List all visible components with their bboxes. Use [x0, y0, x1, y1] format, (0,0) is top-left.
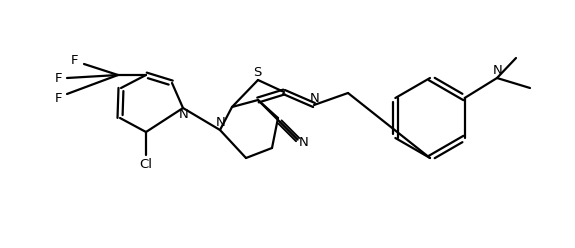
Text: N: N — [299, 136, 308, 149]
Text: F: F — [54, 92, 62, 104]
Text: N: N — [493, 64, 503, 77]
Text: F: F — [71, 54, 79, 66]
Text: N: N — [216, 117, 226, 129]
Text: S: S — [253, 66, 261, 80]
Text: F: F — [54, 71, 62, 85]
Text: N: N — [179, 109, 189, 122]
Text: Cl: Cl — [140, 158, 152, 172]
Text: N: N — [310, 92, 320, 104]
